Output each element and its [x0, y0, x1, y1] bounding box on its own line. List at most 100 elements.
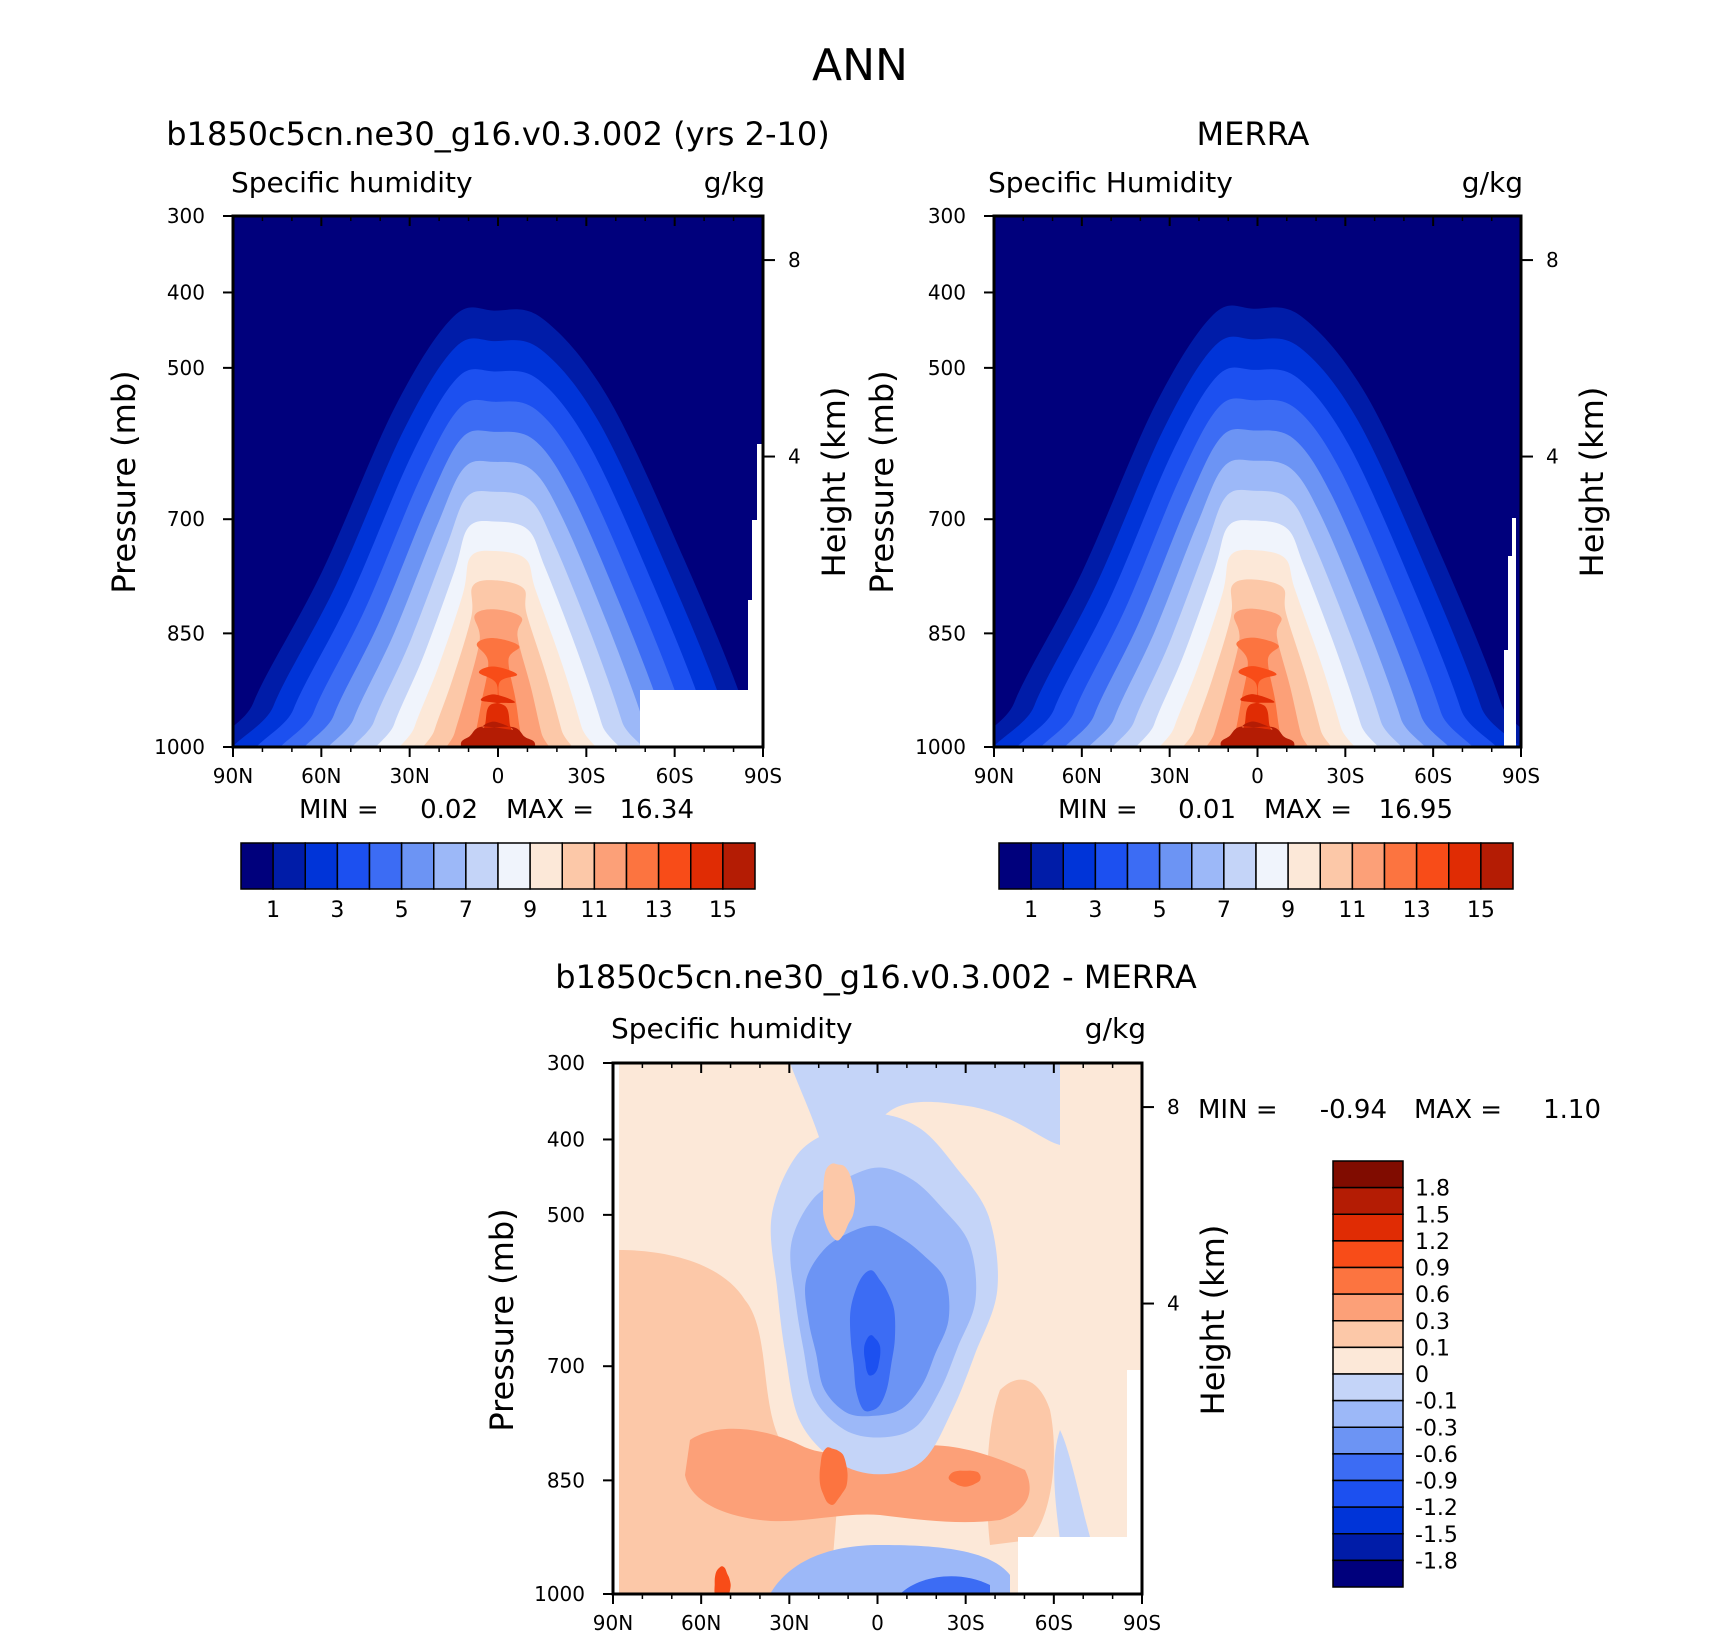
missing-data-region	[1504, 518, 1516, 747]
colorbar-label: 11	[580, 898, 608, 923]
x-tick-label: 60S	[1414, 764, 1452, 788]
colorbar-label: 0.6	[1415, 1283, 1450, 1308]
colorbar-swatch	[1255, 842, 1289, 890]
colorbar-swatch	[1332, 1346, 1404, 1375]
colorbar-swatch	[1415, 842, 1450, 890]
colorbar-swatch	[657, 842, 692, 890]
y-tick-label: 500	[547, 1203, 585, 1227]
colorbar-label: 3	[330, 898, 344, 923]
colorbar-label: 3	[1088, 898, 1102, 923]
colorbar-label: 11	[1338, 898, 1366, 923]
contour-field	[233, 216, 763, 747]
colorbar-swatch	[1480, 842, 1514, 890]
y-tick-label: 700	[547, 1354, 585, 1378]
x-tick-label: 90S	[744, 764, 782, 788]
units-label: g/kg	[704, 166, 765, 199]
colorbar-label: 5	[395, 898, 409, 923]
x-tick-label: 0	[492, 764, 505, 788]
contour-region	[948, 1470, 981, 1487]
x-tick-label: 30N	[389, 764, 429, 788]
panel-title: b1850c5cn.ne30_g16.v0.3.002 - MERRA	[555, 958, 1197, 996]
colorbar-swatch	[998, 842, 1032, 890]
x-tick-label: 30S	[947, 1611, 985, 1635]
colorbar-label: -1.5	[1415, 1523, 1458, 1548]
y-tick-label: 300	[547, 1051, 585, 1075]
x-tick-label: 30N	[1149, 764, 1189, 788]
colorbar-swatch	[1223, 842, 1257, 890]
panel-difference: b1850c5cn.ne30_g16.v0.3.002 - MERRA Spec…	[483, 958, 1601, 1635]
units-label: g/kg	[1085, 1012, 1146, 1045]
y-tick-label: 300	[928, 204, 966, 228]
colorbar-swatch	[529, 842, 563, 890]
colorbar: 1 3 5 7 9 11 13 15	[240, 842, 756, 923]
min-label: MIN =	[299, 795, 379, 825]
y-tick-label: 1000	[534, 1582, 585, 1606]
colorbar-label: 9	[1281, 898, 1295, 923]
y2-tick-label: 8	[1167, 1095, 1180, 1119]
x-tick-label: 0	[871, 1611, 884, 1635]
min-label: MIN =	[1198, 1095, 1278, 1125]
min-label: MIN =	[1058, 795, 1138, 825]
y2-tick-label: 4	[1546, 445, 1559, 469]
colorbar-swatch	[1332, 1479, 1404, 1508]
colorbar-label: 0.3	[1415, 1310, 1450, 1335]
colorbar-label: -1.8	[1415, 1549, 1458, 1574]
x-tick-label: 60N	[681, 1611, 721, 1635]
y2-tick-label: 8	[788, 248, 801, 272]
colorbar-label: 1	[266, 898, 280, 923]
max-label: MAX =	[506, 795, 594, 825]
colorbar-swatch	[625, 842, 660, 890]
colorbar-label: 7	[1217, 898, 1231, 923]
colorbar-label: 13	[1403, 898, 1431, 923]
colorbar-label: -1.2	[1415, 1496, 1458, 1521]
colorbar-label: 9	[523, 898, 537, 923]
missing-data-region	[640, 444, 763, 747]
figure-title: ANN	[812, 40, 908, 91]
colorbar-swatch	[722, 842, 756, 890]
colorbar: 1.81.51.20.90.60.30.10-0.1-0.3-0.6-0.9-1…	[1332, 1160, 1458, 1588]
max-value: 16.34	[620, 795, 694, 825]
y-tick-label: 850	[928, 621, 966, 645]
x-tick-label: 0	[1251, 764, 1264, 788]
colorbar-swatch	[1332, 1266, 1404, 1295]
y-tick-label: 850	[547, 1468, 585, 1492]
colorbar-swatch	[1383, 842, 1418, 890]
x-tick-label: 30N	[769, 1611, 809, 1635]
max-value: 1.10	[1543, 1095, 1601, 1125]
colorbar-swatch	[497, 842, 531, 890]
colorbar-label: 0.9	[1415, 1257, 1450, 1282]
colorbar-swatch	[400, 842, 435, 890]
contour-region	[819, 1447, 848, 1505]
y2-tick-label: 4	[788, 445, 801, 469]
colorbar-swatch	[1332, 1453, 1404, 1482]
y-tick-label: 300	[167, 204, 205, 228]
colorbar-label: -0.6	[1415, 1443, 1458, 1468]
colorbar-swatch	[1332, 1533, 1404, 1562]
colorbar-swatch	[1332, 1373, 1404, 1402]
colorbar-swatch	[690, 842, 724, 890]
x-tick-label: 30S	[1326, 764, 1364, 788]
contour-band	[460, 721, 536, 747]
colorbar-swatch	[1126, 842, 1161, 890]
variable-label: Specific humidity	[231, 166, 473, 199]
panel-model: b1850c5cn.ne30_g16.v0.3.002 (yrs 2-10) S…	[105, 115, 853, 923]
contour-field	[994, 216, 1521, 747]
colorbar-swatch	[1351, 842, 1386, 890]
colorbar-swatch	[1332, 1160, 1404, 1189]
contour-region	[900, 1576, 990, 1594]
y-tick-label: 400	[167, 280, 205, 304]
colorbar-label: 7	[459, 898, 473, 923]
contour-region	[864, 1335, 881, 1376]
y-tick-label: 500	[167, 356, 205, 380]
colorbar-swatch	[1332, 1426, 1404, 1455]
y2-axis-label: Height (km)	[1573, 387, 1611, 578]
colorbar-swatch	[1287, 842, 1321, 890]
contour-band	[1220, 721, 1295, 747]
min-value: 0.02	[420, 795, 478, 825]
colorbar-label: 1.2	[1415, 1230, 1450, 1255]
panel-merra: MERRA Specific Humidity g/kg 90N 60N 30N 0 3…	[863, 115, 1611, 923]
colorbar-swatch	[1332, 1506, 1404, 1535]
colorbar-swatch	[593, 842, 628, 890]
colorbar-swatch	[272, 842, 306, 890]
colorbar-swatch	[240, 842, 274, 890]
